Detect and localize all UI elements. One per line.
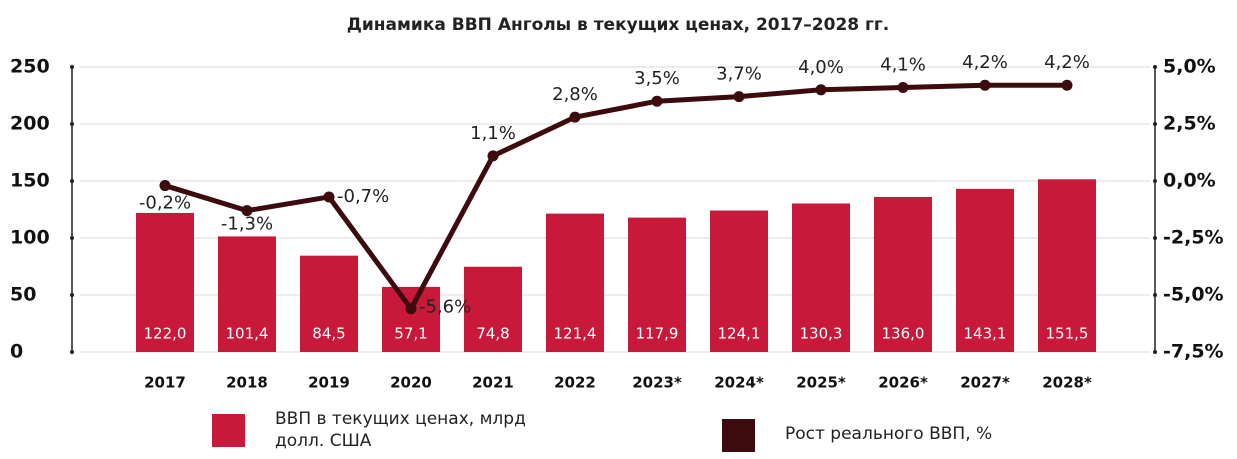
- bar-value-label: 130,3: [800, 325, 843, 343]
- line-point: [569, 111, 581, 123]
- line-value-label: 3,5%: [634, 68, 680, 89]
- line-point: [323, 191, 335, 203]
- bar-value-label: 84,5: [312, 325, 345, 343]
- bar-value-label: 122,0: [144, 325, 187, 343]
- y2-tick-mark: [1153, 122, 1157, 126]
- x-tick-label: 2020: [390, 374, 432, 392]
- line-value-label: -5,6%: [419, 297, 471, 318]
- y-tick-mark: [70, 350, 74, 354]
- line-point: [733, 91, 745, 103]
- legend-item: ВВП в текущих ценах, млрд долл. США: [212, 408, 532, 452]
- bar: [300, 255, 358, 352]
- y2-tick-mark: [1153, 65, 1157, 69]
- y-tick-label: 0: [10, 341, 23, 363]
- legend-swatch: [212, 414, 245, 447]
- y2-tick-label: 2,5%: [1163, 113, 1216, 135]
- y-tick-mark: [70, 65, 74, 69]
- line-point: [815, 84, 827, 96]
- line-point: [651, 95, 663, 107]
- y2-tick-label: -7,5%: [1163, 341, 1224, 363]
- bar-value-label: 151,5: [1046, 325, 1089, 343]
- line-value-label: 2,8%: [552, 84, 598, 105]
- bar: [382, 286, 440, 352]
- x-tick-label: 2019: [308, 374, 350, 392]
- bar: [792, 203, 850, 352]
- y-tick-mark: [70, 293, 74, 297]
- line-value-label: 4,0%: [798, 57, 844, 78]
- line-value-label: -1,3%: [221, 214, 273, 235]
- bar-value-label: 143,1: [964, 325, 1007, 343]
- y-tick-mark: [70, 122, 74, 126]
- y-tick-label: 100: [10, 227, 50, 249]
- line-value-label: -0,7%: [337, 186, 389, 207]
- legend-label: Рост реального ВВП, %: [785, 424, 993, 444]
- bar: [546, 213, 604, 352]
- bar: [710, 210, 768, 352]
- y2-tick-mark: [1153, 179, 1157, 183]
- y2-tick-label: -2,5%: [1163, 227, 1224, 249]
- legend-label: ВВП в текущих ценах, млрд долл. США: [275, 409, 526, 451]
- x-tick-label: 2026*: [878, 374, 928, 392]
- line-point: [405, 303, 417, 315]
- line-value-label: 4,2%: [1044, 52, 1090, 73]
- line-point: [897, 82, 909, 94]
- line-value-label: 4,2%: [962, 52, 1008, 73]
- x-tick-label: 2022: [554, 374, 596, 392]
- legend-item: Рост реального ВВП, %: [722, 417, 992, 452]
- bar-value-label: 124,1: [718, 325, 761, 343]
- line-value-label: 1,1%: [470, 123, 516, 144]
- legend-swatch: [722, 419, 755, 452]
- y-tick-label: 200: [10, 113, 50, 135]
- bar: [956, 188, 1014, 352]
- bar-value-label: 57,1: [394, 325, 427, 343]
- bar: [1038, 179, 1096, 352]
- x-tick-label: 2021: [472, 374, 514, 392]
- y2-tick-label: 0,0%: [1163, 170, 1216, 192]
- y-tick-label: 250: [10, 56, 50, 78]
- bar-value-label: 117,9: [636, 325, 679, 343]
- y-tick-mark: [70, 179, 74, 183]
- line-value-label: -0,2%: [139, 193, 191, 214]
- bar: [628, 217, 686, 352]
- bar: [464, 266, 522, 352]
- line-point: [241, 205, 253, 217]
- x-tick-label: 2025*: [796, 374, 846, 392]
- x-tick-label: 2018: [226, 374, 268, 392]
- line-value-label: 4,1%: [880, 55, 926, 76]
- y-tick-label: 150: [10, 170, 50, 192]
- y2-tick-label: 5,0%: [1163, 56, 1216, 78]
- bar-value-label: 136,0: [882, 325, 925, 343]
- x-tick-label: 2023*: [632, 374, 682, 392]
- x-tick-label: 2027*: [960, 374, 1010, 392]
- line-point: [487, 150, 499, 162]
- x-tick-label: 2028*: [1042, 374, 1092, 392]
- y2-tick-mark: [1153, 293, 1157, 297]
- y-tick-label: 50: [10, 284, 36, 306]
- line-point: [979, 79, 991, 91]
- bar: [218, 236, 276, 352]
- line: [164, 82, 1067, 312]
- bar-value-label: 101,4: [226, 325, 269, 343]
- line-point: [1061, 79, 1073, 91]
- y-tick-mark: [70, 236, 74, 240]
- y2-tick-label: -5,0%: [1163, 284, 1224, 306]
- chart-title: Динамика ВВП Анголы в текущих ценах, 201…: [347, 15, 890, 35]
- bar-value-label: 74,8: [476, 325, 509, 343]
- y2-tick-mark: [1153, 236, 1157, 240]
- line-point: [159, 180, 171, 192]
- bar: [874, 196, 932, 352]
- x-tick-label: 2017: [144, 374, 186, 392]
- bar: [136, 212, 194, 352]
- x-tick-label: 2024*: [714, 374, 764, 392]
- bar-value-label: 121,4: [554, 325, 597, 343]
- line-value-label: 3,7%: [716, 64, 762, 85]
- y2-tick-mark: [1153, 350, 1157, 354]
